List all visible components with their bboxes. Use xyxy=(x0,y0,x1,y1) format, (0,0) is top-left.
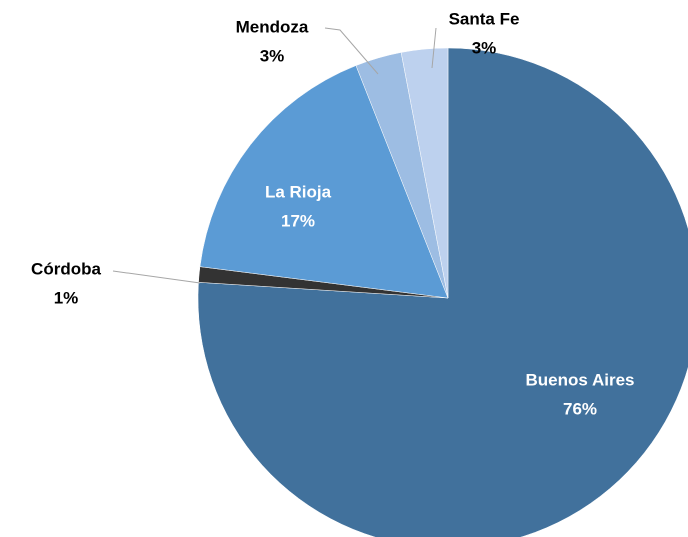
pie-slice xyxy=(400,47,449,299)
leader-line xyxy=(112,270,201,284)
slice-label: Santa Fe xyxy=(449,9,520,28)
pie xyxy=(197,47,688,537)
slice-value-label: 17% xyxy=(281,211,315,230)
pie-slice xyxy=(197,47,688,537)
slice-value-label: 1% xyxy=(54,288,79,307)
slice-value-label: 3% xyxy=(472,38,497,57)
leader-line xyxy=(431,27,437,69)
slice-value-label: 76% xyxy=(563,399,597,418)
slice-label: Mendoza xyxy=(236,17,309,36)
slice-label: Córdoba xyxy=(31,259,101,278)
slice-label: La Rioja xyxy=(265,182,332,201)
slice-value-label: 3% xyxy=(260,46,285,65)
slice-label: Buenos Aires xyxy=(526,370,635,389)
leader-line xyxy=(324,27,379,75)
pie-slice xyxy=(199,65,449,299)
